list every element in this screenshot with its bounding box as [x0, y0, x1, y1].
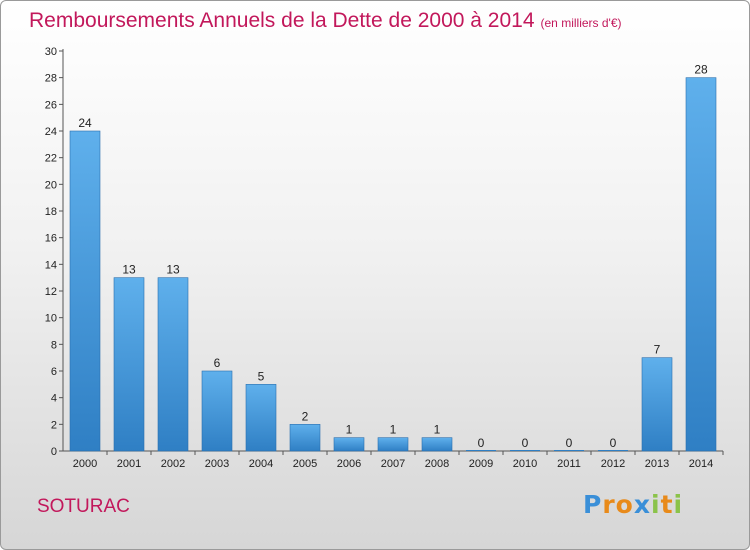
value-label: 28: [694, 63, 708, 77]
y-tick-label: 20: [45, 179, 57, 191]
logo-letter: r: [602, 490, 616, 519]
y-tick-label: 4: [51, 393, 57, 405]
x-tick-label: 2003: [205, 458, 229, 470]
value-label: 1: [434, 423, 441, 437]
value-label: 13: [122, 263, 136, 277]
bar-2013: [641, 357, 673, 452]
value-label: 2: [302, 409, 309, 423]
x-tick-label: 2002: [161, 458, 185, 470]
chart-unit: (en milliers d'€): [540, 16, 622, 30]
logo-letter: o: [615, 490, 634, 519]
y-tick-label: 14: [45, 259, 57, 271]
value-label: 7: [654, 343, 661, 357]
chart-title: Remboursements Annuels de la Dette de 20…: [29, 9, 622, 33]
y-tick-label: 18: [45, 206, 57, 218]
y-tick-label: 10: [45, 313, 57, 325]
y-tick-label: 0: [51, 446, 57, 458]
logo-letter: i: [673, 490, 684, 519]
bar-2010: [510, 450, 540, 451]
value-label: 1: [346, 423, 353, 437]
bar-2011: [554, 450, 584, 451]
value-label: 0: [566, 436, 573, 450]
bar-2002: [157, 277, 189, 452]
logo-letter: i: [651, 490, 661, 519]
x-tick-label: 2010: [513, 458, 537, 470]
logo-letter: x: [633, 490, 651, 519]
bar-2004: [245, 384, 277, 452]
bar-2009: [466, 450, 496, 451]
logo-letter: t: [660, 490, 674, 519]
logo-letter: P: [583, 490, 603, 519]
x-tick-label: 2012: [601, 458, 625, 470]
value-label: 0: [478, 436, 485, 450]
proxiti-logo: Proxiti: [583, 490, 683, 519]
bar-2000: [69, 130, 101, 452]
y-tick-label: 26: [45, 99, 57, 111]
y-tick-label: 16: [45, 233, 57, 245]
y-tick-label: 30: [45, 46, 57, 58]
x-tick-label: 2006: [337, 458, 361, 470]
bar-2014: [685, 77, 717, 452]
x-tick-label: 2005: [293, 458, 317, 470]
bar-2001: [113, 277, 145, 452]
y-tick-label: 12: [45, 286, 57, 298]
bar-2006: [333, 437, 365, 452]
bar-2005: [289, 424, 321, 452]
bar-layer: 24 13 13 6 5 2 1 1 1 0 0 0 0 7 28: [69, 63, 717, 452]
value-label: 5: [258, 369, 265, 383]
y-tick-label: 6: [51, 366, 57, 378]
chart-title-text: Remboursements Annuels de la Dette de 20…: [29, 9, 535, 32]
bar-2007: [377, 437, 409, 452]
x-tick-label: 2004: [249, 458, 273, 470]
value-label: 6: [214, 356, 221, 370]
bar-2012: [598, 450, 628, 451]
x-tick-label: 2001: [117, 458, 141, 470]
value-label: 0: [610, 436, 617, 450]
x-tick-label: 2014: [689, 458, 713, 470]
x-tick-label: 2000: [73, 458, 97, 470]
y-tick-label: 8: [51, 339, 57, 351]
x-tick-label: 2013: [645, 458, 669, 470]
y-tick-label: 2: [51, 419, 57, 431]
y-tick-label: 24: [45, 126, 57, 138]
x-tick-label: 2011: [557, 458, 581, 470]
x-tick-label: 2009: [469, 458, 493, 470]
value-label: 0: [522, 436, 529, 450]
bar-2003: [201, 370, 233, 452]
value-label: 1: [390, 423, 397, 437]
value-label: 24: [78, 116, 92, 130]
x-tick-label: 2008: [425, 458, 449, 470]
commune-name: SOTURAC: [37, 496, 130, 517]
value-label: 13: [166, 263, 180, 277]
x-tick-label: 2007: [381, 458, 405, 470]
bar-2008: [421, 437, 453, 452]
y-tick-label: 28: [45, 73, 57, 85]
y-tick-label: 22: [45, 153, 57, 165]
